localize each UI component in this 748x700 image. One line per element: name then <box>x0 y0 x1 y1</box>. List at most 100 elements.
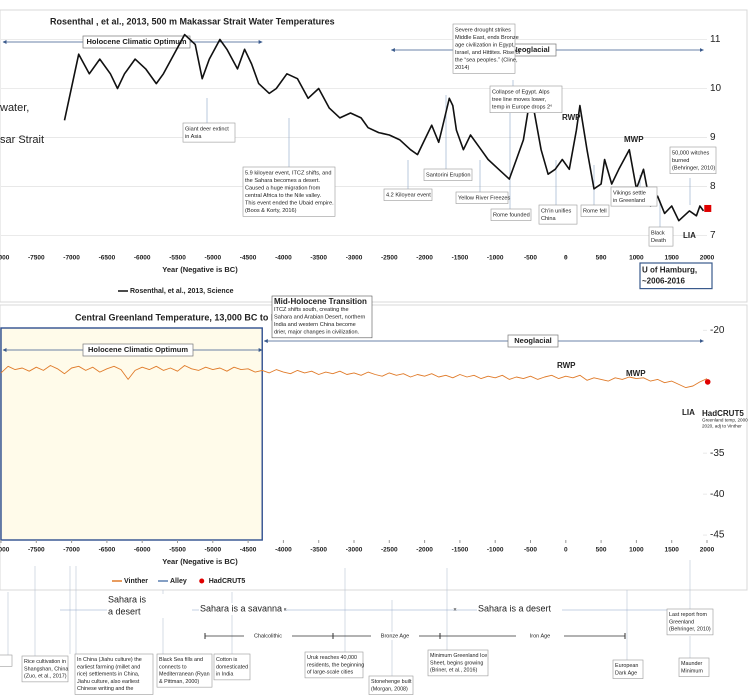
annotation-text: Sahara and Arabian Desert, northern <box>274 314 365 320</box>
annotation-box <box>383 188 433 201</box>
legend-label: Vinther <box>124 578 148 585</box>
x-tick-label: -4000 <box>275 255 292 262</box>
x-tick-label: -3000 <box>346 547 363 554</box>
y-tick-label: -45 <box>710 530 725 541</box>
x-tick-label: -4000 <box>275 547 292 554</box>
phase-bg <box>199 603 284 615</box>
annotation-text: Santorini Eruption <box>426 172 470 178</box>
annotation-text: Mediterranean (Ryan <box>159 672 210 678</box>
annotation-text: (Morgan, 2008) <box>371 686 408 692</box>
annotation-text: 2014) <box>455 65 469 71</box>
x-tick-label: 1500 <box>664 547 679 554</box>
annotation-box <box>648 226 674 247</box>
period-label: Neoglacial <box>512 45 550 54</box>
phase-label: Sahara is a desert <box>478 603 552 613</box>
annotation-box <box>678 657 710 677</box>
x-tick-label: -500 <box>524 547 537 554</box>
annotation-title: HadCRUT5 <box>702 409 744 418</box>
x-tick-label: -7500 <box>28 547 45 554</box>
side-text: sar Strait <box>0 134 44 146</box>
annotation-text: Giant deer extinct <box>185 126 229 132</box>
annotation-text: Yellow River Freezes <box>458 195 511 201</box>
annotation-text: Sheet, begins growing <box>430 660 483 666</box>
phase-bg <box>477 603 562 615</box>
annotation-text: U of Hamburg, <box>642 266 697 275</box>
annotation-box <box>0 654 13 667</box>
annotation-text: 50,000 witches <box>672 150 710 156</box>
age-label: Iron Age <box>530 633 551 639</box>
annotation-box <box>423 168 473 181</box>
chart-title: Central Greenland Temperature, 13,000 BC… <box>75 312 304 322</box>
annotation-text: Maunder <box>681 661 702 667</box>
period-box <box>82 35 191 49</box>
x-tick-label: 0 <box>564 255 568 262</box>
annotation-text: drier, major changes in civilization. <box>274 330 360 336</box>
annotation-text: tree line moves lower, <box>492 97 547 103</box>
x-tick-label: 2000 <box>700 547 715 554</box>
annotation-box <box>669 146 717 174</box>
data-point <box>704 379 711 385</box>
annotation-text: 5.9 kiloyear event, ITCZ shifts, and <box>245 170 331 176</box>
phase-divider: × <box>453 608 457 614</box>
phase-bg <box>107 594 192 606</box>
annotation-box <box>213 653 251 681</box>
annotation-text: Uruk reaches 40,000 <box>307 655 357 661</box>
annotation-box <box>610 186 658 207</box>
annotation-text: ITCZ shifts south, creating the <box>274 307 349 313</box>
x-tick-label: -1000 <box>487 255 504 262</box>
annotation-box <box>182 122 236 143</box>
annotation-text: in Asia <box>185 134 202 140</box>
period-highlight <box>0 327 263 541</box>
annotation-box <box>490 208 532 221</box>
annotation-text: Israel, and Hittites. Rise of <box>455 50 521 56</box>
period-label: Neoglacial <box>514 336 552 345</box>
x-tick-label: -2500 <box>381 255 398 262</box>
annotation-text: the Sahara becomes a desert. <box>245 178 320 184</box>
legend-label: Alley <box>170 578 187 585</box>
annotation-text: Minimum <box>681 668 703 674</box>
x-tick-label: 0 <box>564 547 568 554</box>
annotation-box <box>452 23 516 74</box>
annotation-text: Cotton is <box>216 657 238 663</box>
annotation-box <box>242 166 336 217</box>
y-tick-label: 8 <box>710 181 716 192</box>
phase-label: Sahara is a savanna <box>200 603 282 613</box>
era-label: RWP <box>557 361 576 370</box>
series-line <box>63 33 705 222</box>
era-label: MWP <box>624 135 644 144</box>
y-tick-label: -20 <box>710 325 725 336</box>
y-tick-label: 7 <box>710 230 716 241</box>
x-tick-label: 1500 <box>664 255 679 262</box>
annotation-text: Collapse of Egypt. Alps <box>492 89 550 95</box>
annotation-box <box>538 204 578 225</box>
x-tick-label: -6000 <box>134 547 151 554</box>
phase-label: Sahara is <box>108 594 147 604</box>
annotation-text: rice) settlements in China, <box>77 672 140 678</box>
x-tick-label: -5500 <box>169 547 186 554</box>
annotation-text: (Briner, et al., 2016) <box>430 668 478 674</box>
y-tick-label: 9 <box>710 132 716 143</box>
era-label: LIA <box>683 231 696 240</box>
annotation-text: in Greenland <box>613 198 645 204</box>
x-tick-label: -2000 <box>416 255 433 262</box>
x-tick-label: 500 <box>596 255 607 262</box>
annotation-box <box>21 655 69 683</box>
annotation-text: residents, the beginning <box>307 662 364 668</box>
annotation-text: ~2006-2016 <box>642 276 685 285</box>
annotation-text: earliest farming (millet and <box>77 664 140 670</box>
annotation-text: 2020, adj to Vinther <box>702 424 742 429</box>
annotation-text: 4.2 Kiloyear event <box>386 192 431 198</box>
phase-label: a desert <box>108 606 141 616</box>
x-tick-label: 2000 <box>700 255 715 262</box>
period-label: Holocene Climatic Optimum <box>88 345 188 354</box>
annotation-text: domesticated <box>216 664 248 670</box>
annotation-box <box>612 659 644 679</box>
annotation-text: Rome fell <box>583 208 607 214</box>
x-tick-label: -8000 <box>0 255 10 262</box>
x-tick-label: -6500 <box>99 547 116 554</box>
phase-divider: × <box>283 608 287 614</box>
annotation-box <box>156 653 213 688</box>
period-box <box>82 343 194 357</box>
annotation-text: Jiahu culture, also earliest <box>77 679 140 685</box>
legend-label: Rosenthal, et al., 2013, Science <box>130 288 234 295</box>
